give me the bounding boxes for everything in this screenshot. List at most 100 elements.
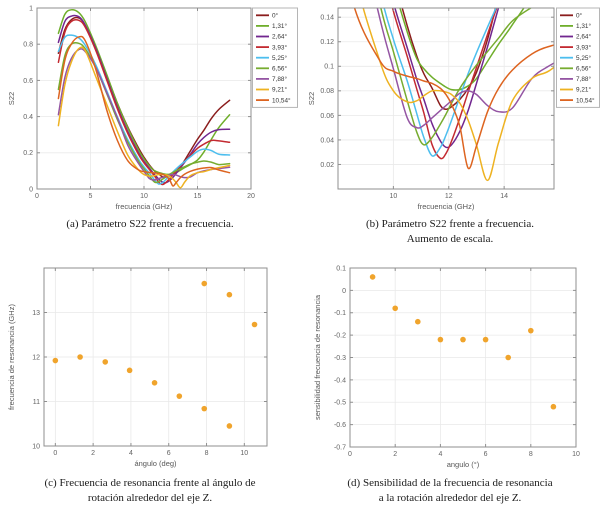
y-axis-label-a: S22 [7, 92, 16, 105]
caption-d-line1: (d) Sensibilidad de la frecuencia de res… [347, 477, 553, 489]
y-tick-label: 0.4 [23, 114, 33, 121]
y-tick-label: 12 [32, 354, 40, 361]
legend-entry-label: 5,25° [272, 54, 287, 62]
legend-entry-label: 9,21° [272, 86, 287, 94]
y-tick-label: 11 [33, 399, 40, 406]
data-point [460, 336, 466, 343]
y-tick-label: -0.3 [334, 355, 346, 362]
data-point [77, 354, 83, 360]
x-tick-label: 0 [35, 193, 39, 200]
legend-entry-label: 3,93° [272, 43, 287, 51]
y-tick-label: 0.14 [320, 15, 334, 22]
x-tick-label: 8 [529, 451, 533, 458]
x-axis-label-c: ángulo (deg) [134, 459, 177, 468]
data-point [528, 327, 534, 334]
y-tick-label: 10 [32, 443, 40, 450]
caption-a: (a) Parámetro S22 frente a frecuencia. [0, 217, 300, 232]
legend-entry-label: 7,88° [272, 75, 287, 83]
legend-entry-label: 2,64° [576, 33, 591, 41]
y-axis-label-d: sensibilidad frecuencia de resonancia [313, 294, 322, 420]
resonance-frequency-chart: 0 2 4 6 8 10 10 11 12 13 ángulo (deg) frecuencia de… [7, 267, 268, 468]
series-line-7,88° [57, 48, 231, 181]
series-line-2,64° [394, 8, 500, 149]
y-tick-label: -0.4 [334, 377, 346, 384]
series-line-6,56° [380, 8, 533, 146]
data-point [505, 354, 511, 361]
panel-s22-vs-frequency-zoom: 10 12 14 0.02 0.04 0.06 0.08 0.1 0.12 0.14 frecuen… [300, 0, 600, 212]
x-tick-label: 2 [393, 451, 397, 458]
legend-entry-label: 10,54° [272, 96, 291, 104]
x-tick-label: 10 [389, 193, 397, 200]
x-tick-label: 8 [205, 450, 209, 457]
x-tick-label: 0 [348, 451, 352, 458]
ticks-b: 10 12 14 0.02 0.04 0.06 0.08 0.1 0.12 0.14 [320, 8, 554, 200]
legend-entry-label: 1,31° [272, 22, 287, 30]
y-tick-label: 0.02 [320, 162, 334, 169]
legend-entry-label: 5,25° [576, 54, 591, 62]
y-tick-label: 0.04 [320, 137, 334, 144]
data-point [151, 380, 158, 386]
y-tick-label: 0.12 [320, 39, 334, 46]
series-line-9,21° [57, 46, 231, 189]
series-line-10,54° [57, 35, 231, 187]
x-tick-label: 6 [484, 451, 488, 458]
x-tick-label: 4 [438, 451, 442, 458]
data-point [482, 336, 489, 343]
data-point [226, 423, 233, 429]
x-axis-label-b: frecuencia (GHz) [418, 202, 475, 211]
y-tick-label: -0.2 [334, 333, 346, 340]
series-line-9,21° [362, 8, 554, 182]
y-tick-label: 0.2 [23, 150, 33, 157]
data-point [392, 305, 398, 312]
legend-entry-label: 0° [272, 12, 279, 20]
series-group-a [57, 9, 231, 189]
y-tick-label: 13 [32, 310, 40, 317]
caption-c: (c) Frecuencia de resonancia frente al á… [0, 476, 300, 506]
axes-box-b [337, 7, 555, 190]
data-point [550, 403, 557, 410]
y-axis-label-b: S22 [307, 92, 316, 105]
s22-frequency-chart: 0 5 10 15 20 0 0.2 0.4 0.6 0.8 1 frecuencia (GHz) S2… [7, 5, 298, 211]
x-tick-label: 12 [445, 193, 453, 200]
series-line-7,88° [376, 8, 554, 129]
legend-entry-label: 3,93° [576, 43, 591, 51]
caption-b: (b) Parámetro S22 frente a frecuencia. A… [300, 217, 600, 247]
data-point [415, 318, 421, 325]
series-line-0° [401, 8, 497, 111]
x-tick-label: 10 [140, 193, 148, 200]
gridlines-d [349, 267, 577, 448]
x-tick-label: 15 [194, 193, 202, 200]
caption-c-line1: (c) Frecuencia de resonancia frente al á… [44, 477, 256, 489]
x-tick-label: 4 [129, 450, 133, 457]
plot-area-d: 0 2 4 6 8 10 0.1 0 -0.1 -0.2 -0.3 -0.4 -0.5 -0.6 -0.7 a… [313, 265, 580, 469]
y-tick-label: -0.1 [334, 310, 346, 317]
scatter-group-c [52, 280, 258, 429]
panel-s22-vs-frequency: 0 5 10 15 20 0 0.2 0.4 0.6 0.8 1 frecuencia (GHz) S2… [0, 0, 300, 212]
plot-area-c: 0 2 4 6 8 10 10 11 12 13 ángulo (deg) frecuencia de… [7, 267, 268, 468]
scatter-group-d [369, 274, 557, 410]
y-tick-label: 0.1 [336, 265, 346, 272]
sensitivity-chart: 0 2 4 6 8 10 0.1 0 -0.1 -0.2 -0.3 -0.4 -0.5 -0.6 -0.7 a… [313, 265, 580, 469]
data-point [126, 367, 133, 374]
series-line-1,31° [399, 8, 525, 91]
caption-b-line2: Aumento de escala. [406, 233, 494, 245]
data-point [201, 405, 208, 412]
plot-area-b: 10 12 14 0.02 0.04 0.06 0.08 0.1 0.12 0.14 frecuen… [307, 7, 555, 211]
x-tick-label: 10 [572, 451, 580, 458]
y-tick-label: -0.5 [334, 400, 346, 407]
x-tick-label: 0 [53, 450, 57, 457]
plot-area-a: 0 5 10 15 20 0 0.2 0.4 0.6 0.8 1 frecuencia (GHz) S2… [7, 5, 255, 211]
series-line-5,25° [383, 8, 497, 157]
y-tick-label: 0.8 [23, 42, 33, 49]
x-tick-label: 20 [247, 193, 255, 200]
x-tick-label: 5 [89, 193, 93, 200]
series-line-3,93° [391, 8, 498, 160]
caption-d-line2: a la rotación alrededor del eje Z. [378, 492, 522, 504]
y-tick-label: 0.6 [23, 78, 33, 85]
data-point [52, 357, 59, 364]
x-axis-label-d: angulo (°) [447, 460, 480, 469]
y-tick-label: 0.1 [324, 64, 334, 71]
y-axis-label-c: frecuencia de resonancia (GHz) [7, 304, 16, 410]
x-tick-label: 6 [167, 450, 171, 457]
